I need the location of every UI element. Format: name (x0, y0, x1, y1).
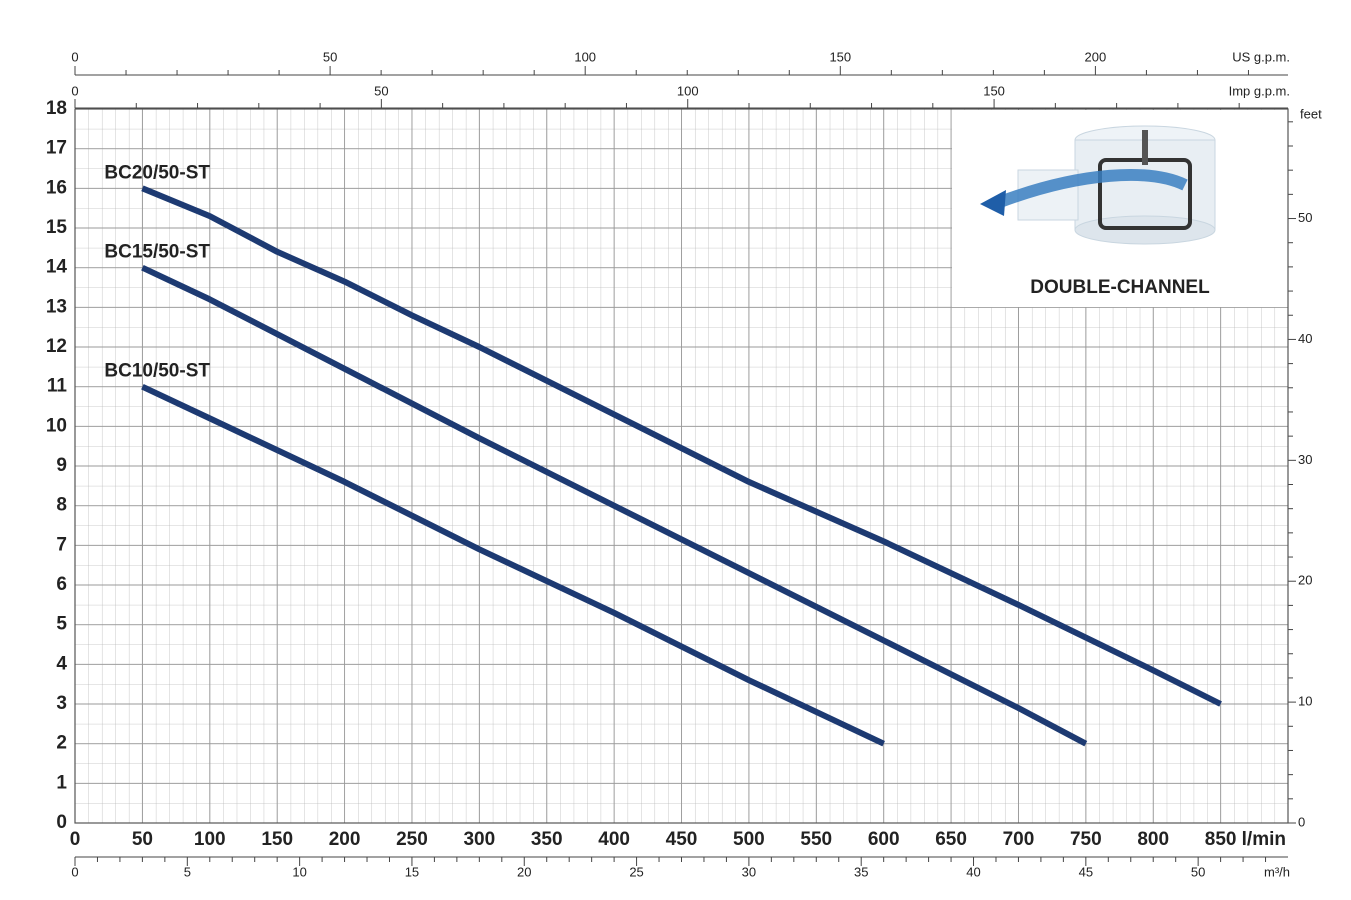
x-tick-label: 600 (868, 829, 900, 850)
axis-tick-label: 35 (854, 864, 868, 879)
y-tick-label: 4 (56, 653, 67, 674)
axis-tick-label: 25 (629, 864, 643, 879)
y-tick-label: 11 (47, 376, 68, 397)
y2-tick-label: 10 (1298, 694, 1312, 709)
axis-tick-label: 200 (1085, 49, 1107, 64)
y-tick-label: 9 (56, 455, 67, 476)
x-tick-label: 0 (70, 829, 81, 850)
axis-tick-label: 10 (292, 864, 306, 879)
axis-label: US g.p.m. (1232, 49, 1290, 64)
curve (141, 185, 1222, 707)
curve (141, 264, 1088, 747)
x-tick-label: 450 (666, 829, 698, 850)
axis-tick-label: 50 (374, 83, 388, 98)
axis-tick-label: 50 (323, 49, 337, 64)
x-tick-label: 500 (733, 829, 765, 850)
x-tick-label: 100 (194, 829, 226, 850)
x-tick-label: 850 (1205, 829, 1237, 850)
x-tick-label: 350 (531, 829, 563, 850)
y-tick-label: 7 (56, 534, 67, 555)
y-tick-label: 14 (46, 257, 68, 278)
x-axis-label: l/min (1242, 829, 1286, 850)
series-label: BC20/50-ST (104, 162, 210, 183)
axis-tick-label: 100 (574, 49, 596, 64)
x-tick-label: 800 (1137, 829, 1169, 850)
x-tick-label: 650 (935, 829, 967, 850)
x-tick-label: 250 (396, 829, 428, 850)
axis-tick-label: 100 (677, 83, 699, 98)
flow-arrow (997, 169, 1188, 208)
y2-axis-label: feet (1300, 106, 1322, 121)
y-tick-label: 16 (46, 177, 67, 198)
x-tick-label: 200 (329, 829, 361, 850)
y-tick-label: 17 (46, 138, 67, 159)
x-tick-label: 550 (800, 829, 832, 850)
y2-tick-label: 30 (1298, 452, 1312, 467)
y-tick-label: 15 (46, 217, 68, 238)
y-tick-label: 13 (46, 296, 67, 317)
axis-label: Imp g.p.m. (1229, 83, 1290, 98)
plot-frame (74, 108, 1289, 824)
x-tick-label: 400 (598, 829, 630, 850)
axis-tick-label: 30 (742, 864, 756, 879)
inset-label: DOUBLE-CHANNEL (1030, 277, 1210, 298)
inset: DOUBLE-CHANNEL (952, 110, 1288, 307)
axis-tick-label: 0 (71, 864, 78, 879)
axis-tick-label: 50 (1191, 864, 1205, 879)
y-tick-label: 5 (56, 614, 67, 635)
axis-tick-label: 20 (517, 864, 531, 879)
axis-tick-label: 0 (71, 49, 78, 64)
axis-tick-label: 5 (184, 864, 191, 879)
y-tick-label: 18 (46, 98, 67, 119)
y-tick-label: 1 (56, 772, 67, 793)
y2-tick-label: 50 (1298, 210, 1312, 225)
axis-tick-label: 150 (983, 83, 1005, 98)
series-label: BC15/50-ST (104, 242, 210, 263)
y2-tick-label: 40 (1298, 331, 1312, 346)
y-tick-label: 10 (46, 415, 67, 436)
arrow-head (980, 190, 1006, 216)
axis-tick-label: 150 (829, 49, 851, 64)
x-tick-label: 150 (261, 829, 293, 850)
axis-tick-label: 0 (71, 83, 78, 98)
x-tick-label: 750 (1070, 829, 1102, 850)
x-tick-label: 700 (1003, 829, 1035, 850)
y2-tick-label: 20 (1298, 573, 1312, 588)
y-tick-label: 2 (56, 733, 67, 754)
series-label: BC10/50-ST (104, 361, 210, 382)
x-tick-label: 300 (463, 829, 495, 850)
axis-tick-label: 45 (1079, 864, 1093, 879)
axis-label: m³/h (1264, 864, 1290, 879)
axis-tick-label: 15 (405, 864, 419, 879)
y-tick-label: 0 (56, 812, 67, 833)
y-tick-label: 8 (56, 495, 67, 516)
y-tick-label: 3 (56, 693, 67, 714)
curve (141, 383, 885, 747)
y-tick-label: 6 (56, 574, 67, 595)
x-tick-label: 50 (132, 829, 153, 850)
y-tick-label: 12 (46, 336, 67, 357)
axis-tick-label: 40 (966, 864, 980, 879)
y2-tick-label: 0 (1298, 814, 1305, 829)
